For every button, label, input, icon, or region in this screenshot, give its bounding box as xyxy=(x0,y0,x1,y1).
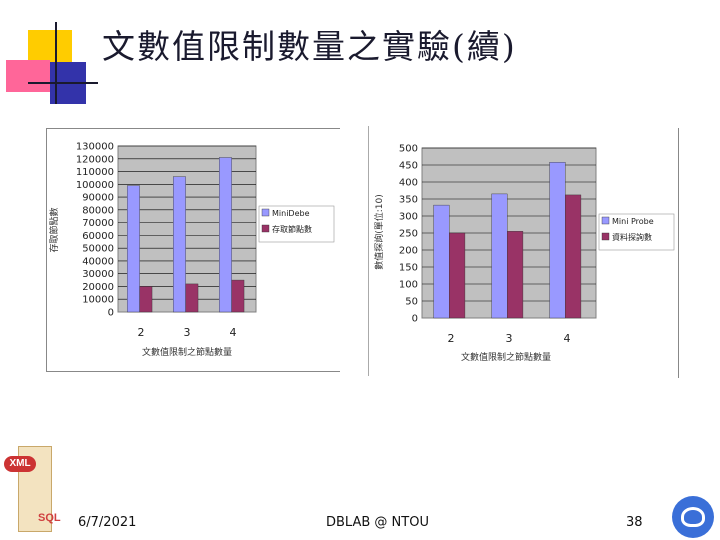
legend-label: Mini Probe xyxy=(612,217,654,226)
bar-1 xyxy=(126,185,140,313)
xml-badge: XML xyxy=(4,456,36,472)
y-tick-label: 20000 xyxy=(82,282,114,293)
y-tick-label: 100000 xyxy=(76,180,114,191)
bar-2 xyxy=(507,231,524,319)
y-tick-label: 110000 xyxy=(76,167,114,178)
y-tick-label: 120000 xyxy=(76,154,114,165)
x-tick-label: 4 xyxy=(564,332,571,345)
y-tick-label: 60000 xyxy=(82,231,114,242)
deco-horizontal-line xyxy=(28,82,98,84)
legend-box xyxy=(598,213,675,251)
chart-left: 130000 120000 110000 100000 90000 80000 70000 6… xyxy=(47,130,342,370)
bar-1 xyxy=(218,157,232,313)
chart-frame-bottom-line xyxy=(46,371,340,372)
legend-swatch xyxy=(601,232,610,241)
chart-frame-mid-line xyxy=(368,126,369,376)
university-logo xyxy=(672,496,714,538)
chart-frame-left-line xyxy=(46,128,47,371)
deco-pink-square xyxy=(6,60,50,92)
university-logo-emblem xyxy=(681,507,705,527)
x-axis-title: 文數值限制之節點數量 xyxy=(461,351,551,363)
bar-2 xyxy=(565,194,582,319)
y-tick-label: 450 xyxy=(399,161,418,172)
bar-2 xyxy=(231,279,245,313)
legend-swatch xyxy=(261,208,270,217)
y-tick-label: 30000 xyxy=(82,269,114,280)
y-tick-label: 0 xyxy=(412,314,418,325)
legend: MiniDebe 存取節點數 xyxy=(258,205,335,243)
y-tick-label: 100 xyxy=(399,280,418,291)
x-tick-label: 2 xyxy=(448,332,455,345)
y-axis-title: 數值探詢(單位:10) xyxy=(373,194,385,270)
chart-frame-top-line xyxy=(46,128,340,129)
bar-2 xyxy=(185,283,199,313)
y-tick-label: 200 xyxy=(399,246,418,257)
y-tick-label: 90000 xyxy=(82,193,114,204)
x-axis-title: 文數值限制之節點數量 xyxy=(142,346,232,358)
y-tick-label: 40000 xyxy=(82,256,114,267)
deco-vertical-line xyxy=(55,22,57,104)
x-tick-label: 4 xyxy=(230,326,237,339)
y-tick-label: 50000 xyxy=(82,244,114,255)
chart-right: 500 450 400 350 300 250 200 150 100 50 0 2 3 4 Mini Pr… xyxy=(370,128,678,376)
bar-2 xyxy=(139,286,153,313)
sql-label: SQL xyxy=(38,512,61,524)
y-tick-label: 300 xyxy=(399,212,418,223)
bar-2 xyxy=(449,232,466,319)
footer-date: 6/7/2021 xyxy=(78,515,137,530)
y-axis-title: 存取節點數 xyxy=(48,207,60,252)
y-tick-label: 250 xyxy=(399,229,418,240)
y-tick-label: 0 xyxy=(108,308,114,319)
y-tick-label: 80000 xyxy=(82,205,114,216)
legend-box xyxy=(258,205,335,243)
y-tick-label: 400 xyxy=(399,178,418,189)
x-tick-label: 3 xyxy=(184,326,191,339)
y-tick-label: 350 xyxy=(399,195,418,206)
y-tick-label: 70000 xyxy=(82,218,114,229)
legend-swatch xyxy=(601,216,610,225)
y-tick-label: 500 xyxy=(399,144,418,155)
y-tick-label: 10000 xyxy=(82,295,114,306)
bar-1 xyxy=(549,162,566,319)
bar-1 xyxy=(172,176,186,313)
bar-1 xyxy=(491,193,508,319)
chart-frame-right-line xyxy=(678,128,679,378)
slide-title: 文數值限制數量之實驗(續) xyxy=(102,27,517,66)
legend-label: 存取節點數 xyxy=(272,224,312,234)
lab-logo: XML SQL xyxy=(4,442,66,534)
legend: Mini Probe 資料探詢數 xyxy=(598,213,675,251)
legend-swatch xyxy=(261,224,270,233)
y-tick-label: 150 xyxy=(399,263,418,274)
bar-1 xyxy=(433,204,450,319)
footer-center: DBLAB @ NTOU xyxy=(326,515,429,530)
legend-label: 資料探詢數 xyxy=(612,232,652,242)
x-tick-label: 3 xyxy=(506,332,513,345)
footer-page-number: 38 xyxy=(626,515,643,530)
x-tick-label: 2 xyxy=(138,326,145,339)
legend-label: MiniDebe xyxy=(272,209,310,218)
y-tick-label: 50 xyxy=(405,297,418,308)
y-tick-label: 130000 xyxy=(76,142,114,153)
chart-left-svg: 1300001200001100001000009000080000700006… xyxy=(48,142,335,358)
